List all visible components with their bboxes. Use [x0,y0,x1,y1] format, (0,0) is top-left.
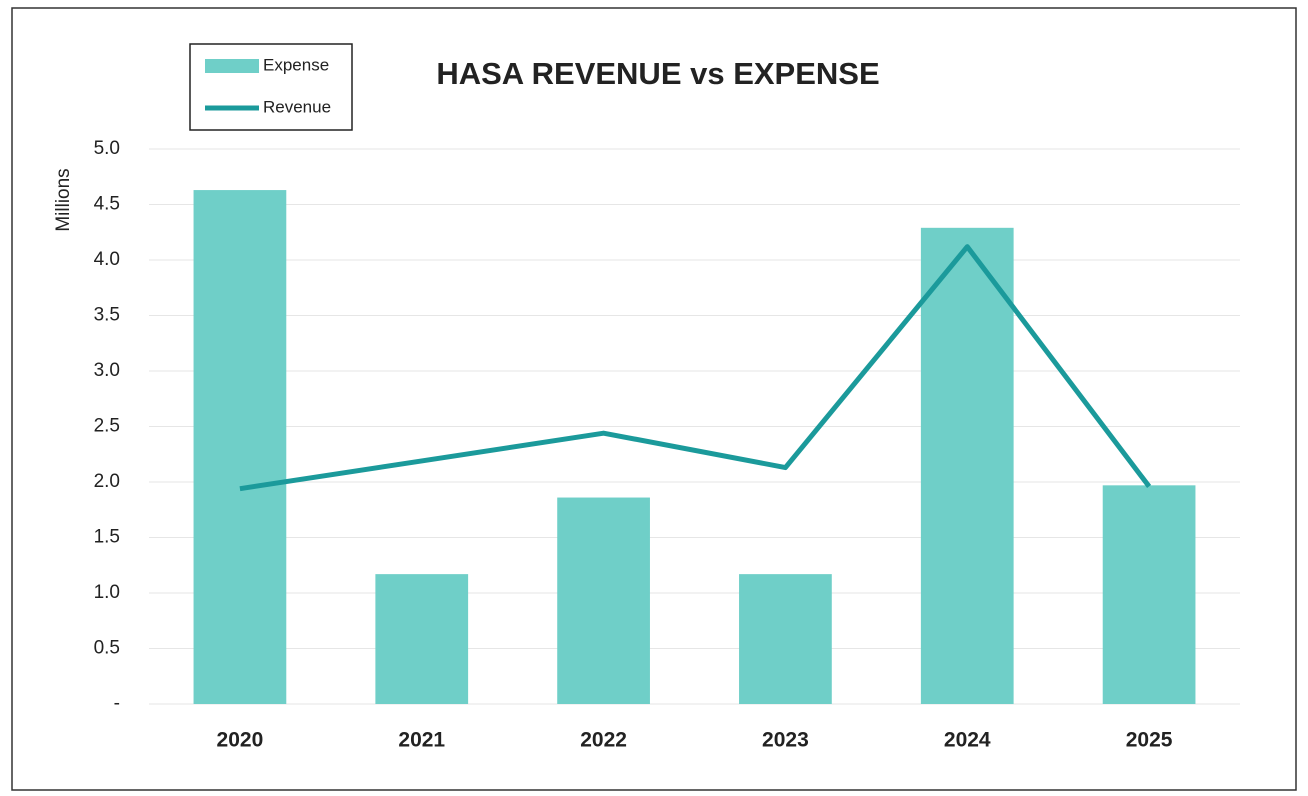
bar [557,497,650,704]
y-tick-label: 3.0 [94,360,120,381]
y-tick-label: 1.0 [94,582,120,603]
legend-label: Revenue [263,97,331,116]
y-tick-label: 1.5 [94,527,120,548]
y-axis-label: Millions [53,168,74,231]
y-tick-label: 0.5 [94,638,120,659]
y-tick-label: - [114,693,120,714]
x-tick-label: 2021 [398,729,445,752]
y-tick-label: 4.5 [94,194,120,215]
bar [920,227,1014,704]
y-tick-label: 4.0 [94,249,120,270]
chart-title: HASA REVENUE vs EXPENSE [436,56,879,91]
bar [1102,485,1196,704]
y-tick-label: 3.5 [94,305,120,326]
bar [375,574,469,704]
x-tick-label: 2023 [762,729,809,752]
x-tick-label: 2020 [217,729,264,752]
x-tick-label: 2022 [580,729,627,752]
x-tick-label: 2025 [1126,729,1173,752]
legend-label: Expense [263,55,329,74]
x-tick-label: 2024 [944,729,991,752]
line [239,244,1152,492]
y-tick-label: 5.0 [94,138,120,159]
bar [193,190,287,704]
legend-box [189,43,353,131]
legend-swatch [205,59,259,73]
bar [739,574,832,704]
y-tick-label: 2.0 [94,471,120,492]
y-tick-label: 2.5 [94,416,120,437]
